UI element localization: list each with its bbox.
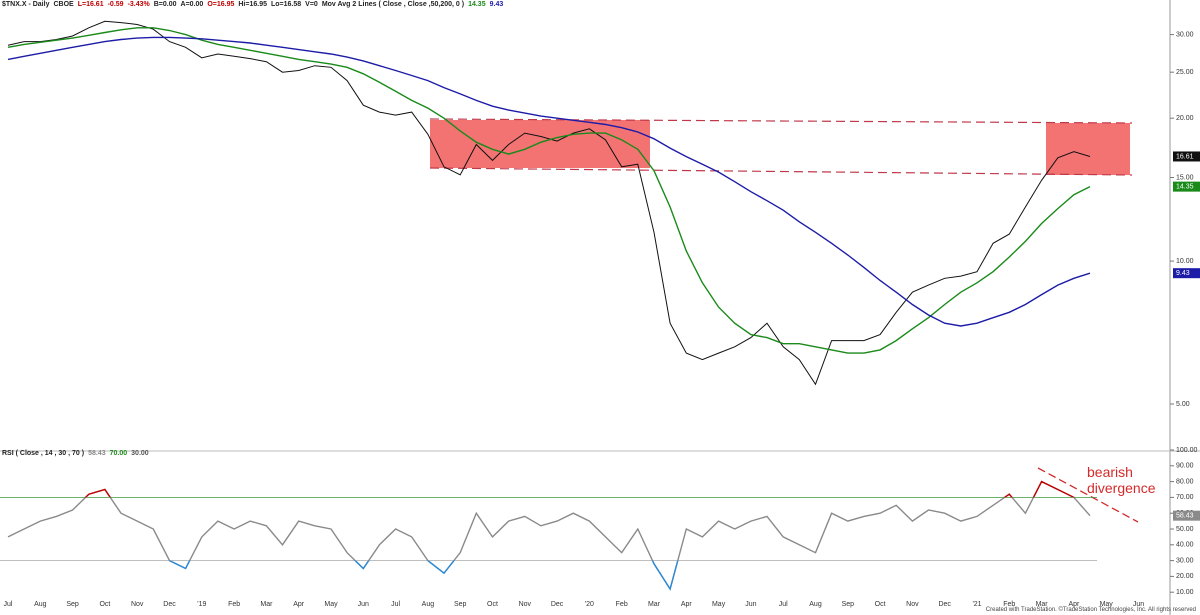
x-tick-label: Sep (454, 601, 467, 608)
x-tick-label: '20 (585, 601, 594, 608)
y-tick-label: 15.00 (1176, 174, 1194, 181)
value-box (1173, 268, 1200, 279)
y-tick-label: 25.00 (1176, 69, 1194, 76)
x-tick-label: Aug (34, 601, 47, 608)
header-text: -3.43% (127, 1, 150, 8)
x-tick-label: Feb (1003, 601, 1015, 608)
x-tick-label: '19 (197, 601, 206, 608)
y-tick-label: 5.00 (1176, 401, 1190, 408)
resistance-line (429, 118, 1133, 124)
value-box (1173, 510, 1200, 521)
price-header: $TNX.X - Daily CBOE L=16.61 -0.59 -3.43% B=0.… (2, 1, 507, 8)
x-tick-label: Oct (99, 601, 110, 608)
value-label: 9.43 (1176, 270, 1190, 277)
value-label: 58.43 (1176, 513, 1194, 520)
header-text: 14.35 (468, 1, 486, 8)
x-tick-label: Nov (519, 601, 532, 608)
y-tick-label: 40.00 (1176, 542, 1194, 549)
header-text: -0.59 (107, 1, 124, 8)
header-text: L=16.61 (77, 1, 104, 8)
x-tick-label: Dec (938, 601, 951, 608)
series-line (7, 20, 1091, 386)
header-text: A=0.00 (180, 1, 204, 8)
x-tick-label: Mar (648, 601, 661, 608)
y-tick-label: 20.00 (1176, 573, 1194, 580)
x-tick-label: '21 (972, 601, 981, 608)
series-line (7, 36, 1091, 327)
divergence-line (1037, 467, 1139, 523)
x-tick-label: Aug (422, 601, 435, 608)
x-tick-label: Jun (358, 601, 369, 608)
header-text: RSI ( Close , 14 , 30 , 70 ) (2, 450, 85, 457)
header-text: $TNX.X - Daily (2, 1, 50, 8)
value-label: 16.61 (1176, 153, 1194, 160)
header-text: Hi=16.95 (238, 1, 267, 8)
x-tick-label: Apr (681, 601, 693, 608)
x-tick-label: Jun (1133, 601, 1144, 608)
x-tick-label: May (712, 601, 726, 608)
y-tick-label: 10.00 (1176, 258, 1194, 265)
support-line (429, 167, 1133, 176)
header-text: V=0 (305, 1, 318, 8)
x-tick-label: Jul (391, 601, 400, 608)
x-tick-label: Aug (809, 601, 822, 608)
x-tick-label: May (324, 601, 338, 608)
y-tick-label: 80.00 (1176, 478, 1194, 485)
header-text: 30.00 (131, 450, 149, 457)
y-tick-label: 100.00 (1176, 447, 1198, 454)
x-tick-label: Jul (779, 601, 788, 608)
x-tick-label: Apr (293, 601, 305, 608)
header-text: Mov Avg 2 Lines ( Close , Close ,50,200,… (321, 1, 465, 8)
x-tick-label: Dec (163, 601, 176, 608)
x-tick-label: Oct (875, 601, 886, 608)
rsi-header: RSI ( Close , 14 , 30 , 70 ) 58.43 70.00 30… (2, 450, 153, 457)
y-tick-label: 90.00 (1176, 463, 1194, 470)
x-tick-label: May (1100, 601, 1114, 608)
oversold-segment (168, 560, 679, 591)
series-line (7, 27, 1091, 354)
x-tick-label: Apr (1068, 601, 1080, 608)
header-text: 58.43 (88, 450, 106, 457)
range-box (430, 120, 650, 168)
y-tick-label: 30.00 (1176, 557, 1194, 564)
value-label: 14.35 (1176, 183, 1194, 190)
header-text: Lo=16.58 (270, 1, 302, 8)
header-text: 70.00 (109, 450, 128, 457)
x-tick-label: Nov (131, 601, 144, 608)
y-tick-label: 30.00 (1176, 31, 1194, 38)
header-text: B=0.00 (153, 1, 177, 8)
value-box (1173, 151, 1200, 162)
y-tick-label: 50.00 (1176, 526, 1194, 533)
x-tick-label: Sep (66, 601, 79, 608)
range-box (1046, 123, 1130, 175)
x-tick-label: Jun (745, 601, 756, 608)
x-tick-label: Oct (487, 601, 498, 608)
header-text: O=16.95 (207, 1, 235, 8)
y-tick-label: 20.00 (1176, 115, 1194, 122)
value-box (1173, 181, 1200, 192)
x-tick-label: Mar (260, 601, 273, 608)
header-text: 9.43 (489, 1, 504, 8)
x-tick-label: Dec (551, 601, 564, 608)
x-tick-label: Mar (1036, 601, 1049, 608)
x-tick-label: Jul (4, 601, 13, 608)
annotation: bearish divergence (1087, 464, 1156, 496)
x-tick-label: Nov (906, 601, 919, 608)
x-tick-label: Feb (228, 601, 240, 608)
y-tick-label: 70.00 (1176, 494, 1194, 501)
footer: Created with TradeStation. ©TradeStation… (985, 607, 1196, 613)
y-tick-label: 10.00 (1176, 589, 1194, 596)
header-text: CBOE (53, 1, 74, 8)
x-tick-label: Feb (616, 601, 628, 608)
x-tick-label: Sep (842, 601, 855, 608)
